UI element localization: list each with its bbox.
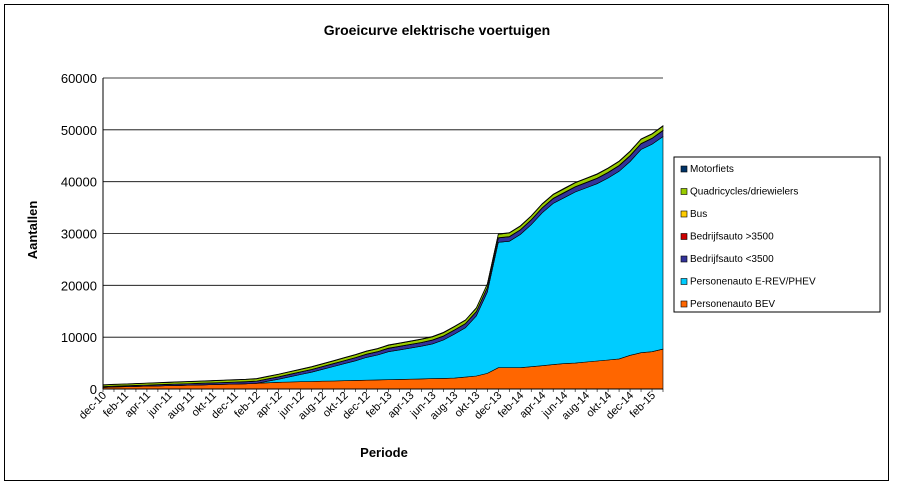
- legend-label: Quadricycles/driewielers: [690, 187, 798, 198]
- legend-swatch: [680, 210, 688, 218]
- legend-swatch: [680, 278, 688, 285]
- legend-swatch: [680, 233, 688, 240]
- y-tick-label: 40000: [61, 175, 97, 190]
- y-tick-label: 0: [90, 382, 97, 397]
- axes: [102, 78, 664, 392]
- y-tick-label: 30000: [61, 227, 97, 242]
- legend-label: Bedrijfsauto <3500: [690, 254, 774, 265]
- legend-swatch: [680, 300, 688, 308]
- legend-label: Personenauto E-REV/PHEV: [690, 277, 816, 288]
- y-tick-label: 60000: [61, 71, 97, 86]
- y-axis-title: Aantallen: [25, 201, 40, 260]
- y-tick-label: 10000: [61, 330, 97, 345]
- x-axis-title: Periode: [360, 445, 408, 460]
- chart-canvas: Groeicurve elektrische voertuigen 0 10000…: [25, 22, 881, 460]
- legend-swatch: [680, 255, 688, 263]
- x-tick-label: apr-11: [123, 390, 153, 420]
- y-tick-label: 50000: [61, 123, 97, 138]
- area-series: [102, 125, 664, 386]
- y-tick-labels: 0 10000 20000 30000 40000 50000 60000: [61, 71, 97, 397]
- chart-frame: Groeicurve elektrische voertuigen 0 10000…: [4, 4, 889, 481]
- y-tick-label: 20000: [61, 278, 97, 293]
- legend-box: [673, 156, 881, 313]
- legend-label: Bedrijfsauto >3500: [690, 232, 774, 243]
- legend-label: Bus: [690, 209, 707, 220]
- stacked-areas: [102, 125, 664, 390]
- legend: Motorfiets Quadricycles/driewielers Bus Bed…: [673, 156, 881, 313]
- chart-title: Groeicurve elektrische voertuigen: [324, 22, 550, 38]
- legend-swatch: [680, 165, 688, 173]
- legend-swatch: [680, 188, 688, 195]
- x-tick-labels: dec-10feb-11apr-11jun-11aug-11okt-11dec-…: [77, 390, 658, 423]
- legend-label: Motorfiets: [690, 164, 734, 175]
- legend-label: Personenauto BEV: [690, 299, 775, 310]
